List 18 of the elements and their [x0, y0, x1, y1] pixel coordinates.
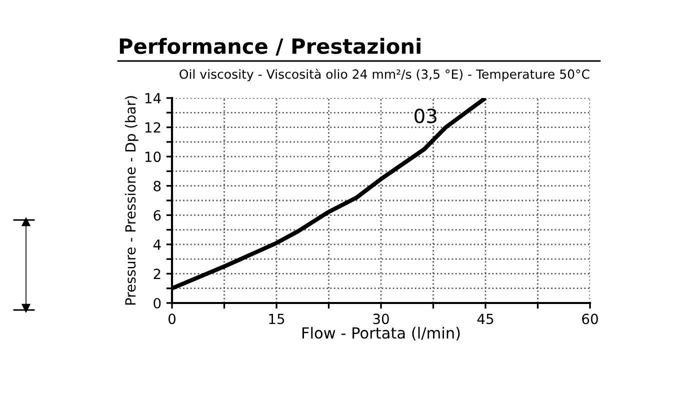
x-tick-label: 60: [582, 314, 598, 324]
y-tick-label: 14: [145, 93, 161, 104]
y-tick-label: 6: [154, 210, 161, 221]
x-tick-label: 30: [373, 314, 389, 324]
x-tick-label: 45: [477, 314, 494, 324]
chart-title: Performance / Prestazioni: [120, 38, 420, 56]
y-tick-label: 8: [154, 180, 161, 192]
y-axis-title: Pressure - Pressione - Dp (bar): [124, 96, 138, 305]
x-tick-label: 0: [168, 314, 176, 324]
y-tick-label: 12: [145, 122, 160, 133]
x-axis-title: Flow - Portata (l/min): [302, 326, 460, 340]
y-tick-label: 0: [154, 298, 161, 308]
x-tick-label: 15: [269, 314, 284, 324]
series-label: 03: [414, 108, 436, 124]
y-tick-label: 10: [145, 152, 161, 162]
y-tick-label: 4: [153, 240, 161, 250]
chart-subtitle: Oil viscosity - Viscosità olio 24 mm²/s (3,5 °E) - Temperature 50°C: [180, 68, 590, 82]
y-tick-label: 2: [154, 268, 160, 279]
